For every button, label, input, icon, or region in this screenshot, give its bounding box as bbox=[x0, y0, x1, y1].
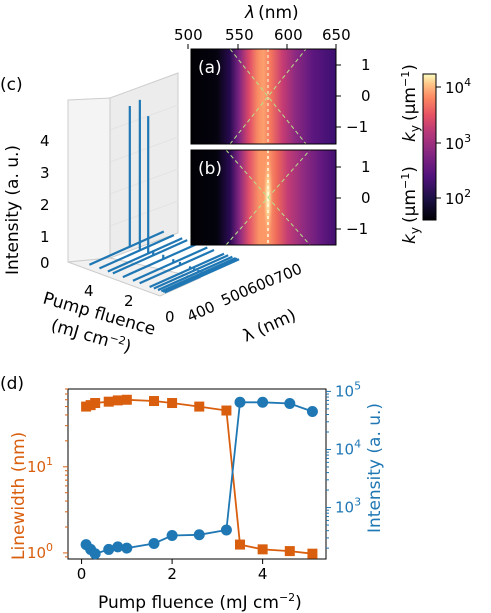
panel-label-d: (d) bbox=[0, 374, 24, 394]
panel-c-z-tick: 2 bbox=[40, 196, 50, 214]
panel-b-heatmap: (b) bbox=[190, 149, 337, 246]
floor-trace bbox=[132, 246, 208, 282]
x-tick-label: 2 bbox=[167, 565, 177, 583]
panel-label-b: (b) bbox=[198, 159, 222, 179]
colorbar-tick: 103 bbox=[445, 132, 471, 153]
panel-c-floor-traces bbox=[88, 230, 240, 294]
heatmap-a-image bbox=[191, 49, 336, 144]
linewidth-marker bbox=[194, 401, 205, 412]
ky-tick: −1 bbox=[346, 118, 368, 136]
floor-trace bbox=[149, 252, 225, 288]
intensity-marker bbox=[89, 548, 101, 560]
floor-trace bbox=[153, 254, 229, 290]
heatmap-a-dispersion-line bbox=[229, 48, 307, 145]
panel-c-z-tick: 3 bbox=[40, 164, 50, 182]
top-axis-label: λ (nm) bbox=[244, 3, 299, 23]
top-axis-tick: 550 bbox=[225, 26, 254, 44]
colorbar-gradient bbox=[422, 73, 437, 221]
floor-trace bbox=[112, 239, 188, 275]
panel-c-y-label: λ (nm) bbox=[240, 305, 299, 346]
panel-c-y-tick: 700 bbox=[271, 260, 304, 288]
intensity-marker bbox=[103, 543, 115, 555]
panel-c-z-tick: 1 bbox=[40, 228, 50, 246]
floor-trace bbox=[157, 255, 233, 292]
linewidth-marker bbox=[221, 405, 232, 416]
left-tick-label: 101 bbox=[27, 455, 53, 476]
intensity-marker bbox=[193, 529, 205, 541]
floor-trace bbox=[122, 242, 198, 279]
x-tick-label: 0 bbox=[77, 565, 87, 583]
right-tick-label: 103 bbox=[335, 496, 361, 517]
colorbar-tick: 102 bbox=[445, 187, 471, 208]
ky-tick: 0 bbox=[361, 189, 371, 207]
panel-c-x-tick: 4 bbox=[84, 282, 94, 300]
panel-c-x-tick: 2 bbox=[124, 292, 134, 310]
linewidth-marker bbox=[235, 539, 245, 550]
top-axis-tick: 600 bbox=[274, 26, 303, 44]
floor-trace bbox=[164, 258, 240, 294]
linewidth-marker bbox=[257, 544, 268, 555]
panel-d-x-label: Pump fluence (mJ cm−2) bbox=[98, 591, 302, 613]
panel-label-c: (c) bbox=[0, 75, 23, 95]
floor-trace bbox=[88, 230, 165, 266]
ky-axis-b: 1 0 −1 ky(μm−1) bbox=[336, 158, 422, 244]
panel-c-x-tick: 0 bbox=[165, 308, 175, 326]
linewidth-marker bbox=[149, 396, 159, 407]
panel-a-heatmap: (a) bbox=[190, 48, 337, 145]
ky-label-a: ky(μm−1) bbox=[399, 64, 422, 142]
floor-trace bbox=[162, 257, 238, 293]
panel-d-left-axis-label: Linewidth (nm) bbox=[9, 432, 29, 560]
intensity-marker bbox=[284, 397, 296, 409]
linewidth-marker bbox=[307, 548, 318, 559]
ky-tick: 1 bbox=[361, 56, 371, 74]
left-tick-label: 100 bbox=[27, 541, 53, 562]
panel-d: (d) 0 2 4 100 101 103 104 105 Linewidth (nm) In… bbox=[0, 374, 385, 613]
panel-d-series bbox=[80, 394, 318, 560]
top-wavelength-axis: λ (nm) 500 550 600 650 bbox=[174, 3, 351, 49]
ky-tick: 0 bbox=[361, 87, 371, 105]
top-axis-tick: 650 bbox=[322, 26, 351, 44]
linewidth-marker bbox=[103, 396, 114, 407]
x-tick-label: 4 bbox=[258, 565, 268, 583]
intensity-marker bbox=[234, 396, 246, 408]
floor-trace bbox=[139, 249, 215, 285]
panel-d-frame bbox=[67, 388, 327, 560]
intensity-marker bbox=[121, 542, 133, 554]
panel-c-z-label: Intensity (a. u.) bbox=[3, 145, 23, 275]
top-axis-tick: 500 bbox=[174, 26, 203, 44]
intensity-marker bbox=[112, 541, 124, 553]
ky-axis-a: 1 0 −1 ky(μm−1) bbox=[336, 56, 422, 142]
panel-c-box bbox=[67, 72, 202, 297]
floor-trace bbox=[107, 237, 183, 273]
panel-c-peaks bbox=[128, 99, 207, 275]
panel-c-z-tick: 0 bbox=[40, 254, 50, 272]
panel-d-right-axis-label: Intensity (a. u.) bbox=[365, 403, 385, 533]
right-tick-label: 105 bbox=[335, 379, 361, 400]
linewidth-marker bbox=[121, 394, 132, 405]
intensity-marker bbox=[166, 530, 178, 542]
colorbar-tick: 104 bbox=[445, 76, 471, 97]
floor-trace bbox=[99, 234, 175, 270]
colorbar: 104 103 102 bbox=[422, 73, 471, 221]
linewidth-marker bbox=[112, 395, 123, 406]
intensity-marker bbox=[306, 406, 318, 418]
ky-label-b: ky(μm−1) bbox=[399, 166, 422, 244]
linewidth-marker bbox=[167, 398, 178, 409]
intensity-marker bbox=[148, 538, 160, 550]
linewidth-marker bbox=[284, 546, 295, 557]
panel-c-y-tick: 400 bbox=[184, 298, 217, 326]
heatmap-a-dispersion-line bbox=[229, 48, 307, 145]
linewidth-marker bbox=[90, 398, 101, 409]
ky-tick: −1 bbox=[346, 220, 368, 238]
right-tick-label: 104 bbox=[335, 437, 361, 458]
heatmap-b-dispersion-line bbox=[225, 149, 311, 246]
intensity-marker bbox=[220, 524, 232, 536]
panel-label-a: (a) bbox=[198, 58, 222, 78]
floor-trace bbox=[160, 257, 237, 293]
ky-tick: 1 bbox=[361, 158, 371, 176]
panel-c-z-tick: 4 bbox=[40, 132, 50, 150]
intensity-marker bbox=[257, 396, 269, 408]
